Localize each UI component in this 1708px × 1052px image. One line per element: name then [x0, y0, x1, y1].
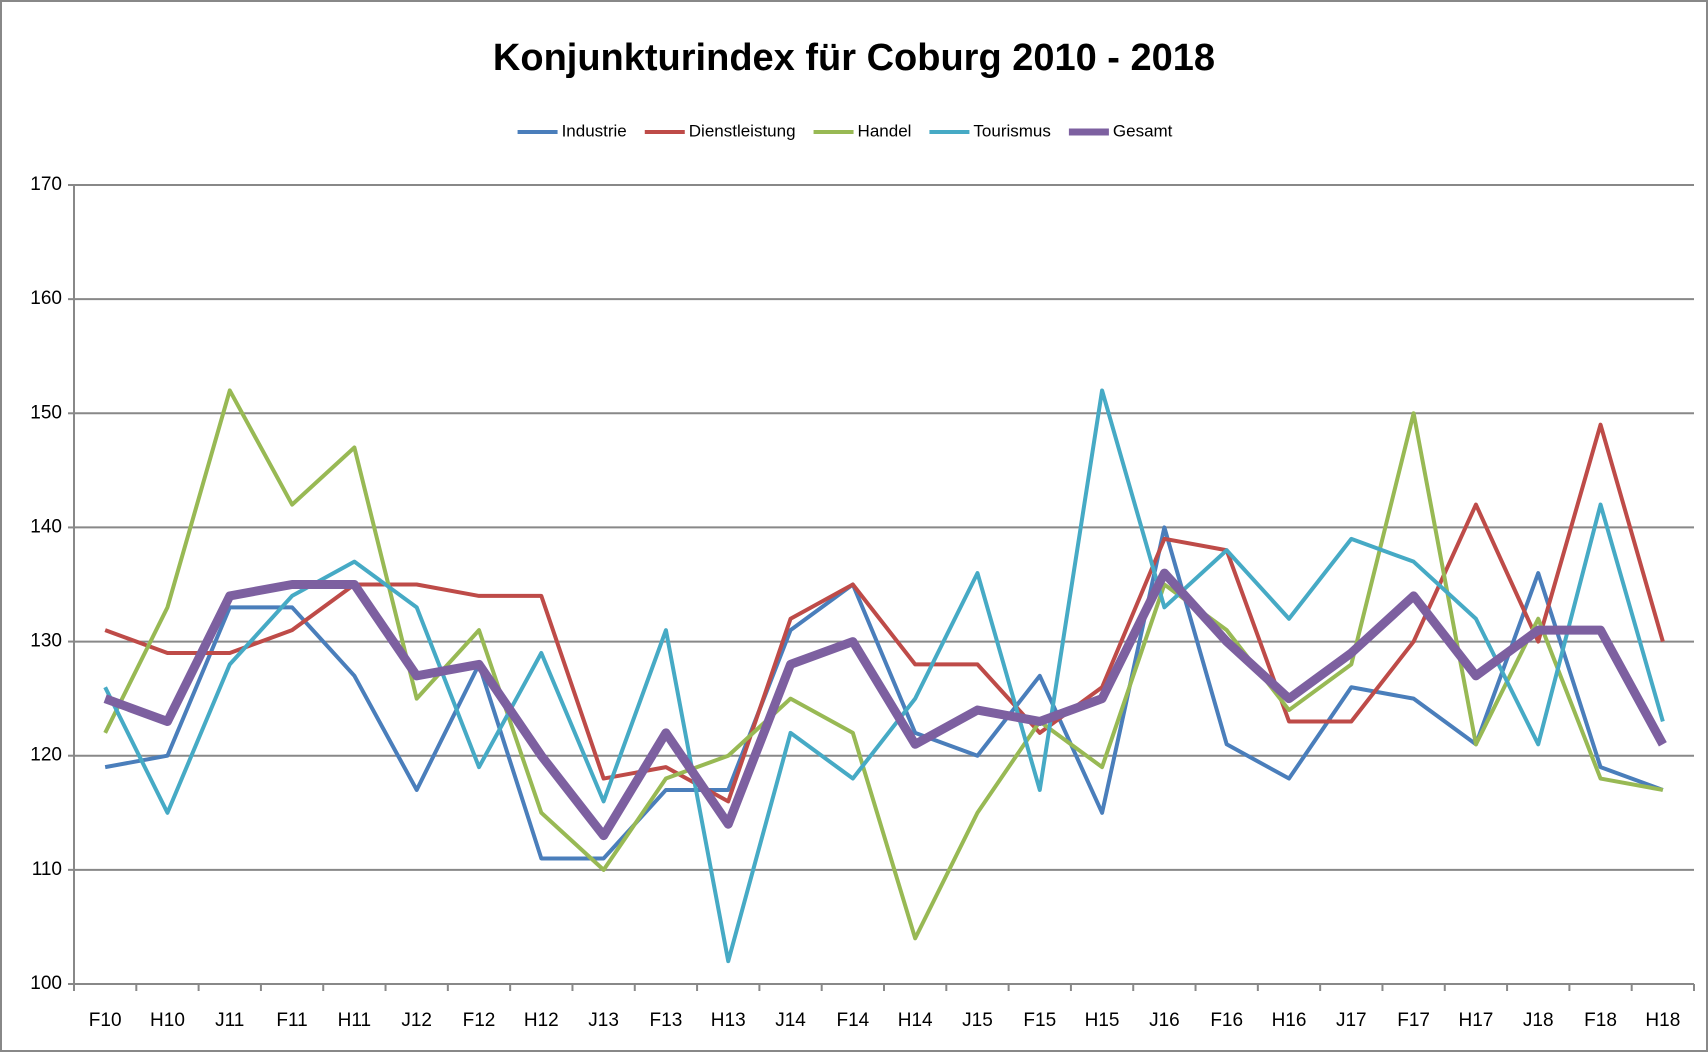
x-tick-label: F12 — [463, 1010, 496, 1031]
y-tick-label: 100 — [30, 973, 62, 994]
y-tick-label: 130 — [30, 631, 62, 652]
legend-label: Dienstleistung — [689, 121, 796, 140]
x-tick-label: F14 — [836, 1010, 869, 1031]
x-tick-label: F18 — [1584, 1010, 1617, 1031]
x-tick-label: J12 — [401, 1010, 432, 1031]
chart-title: Konjunkturindex für Coburg 2010 - 2018 — [493, 37, 1215, 79]
x-tick-label: F15 — [1023, 1010, 1056, 1031]
series-line — [103, 388, 1664, 941]
x-tick-label: H12 — [524, 1010, 559, 1031]
y-tick-label: 160 — [30, 288, 62, 309]
x-tick-label: F11 — [276, 1010, 307, 1031]
series-line — [104, 525, 1664, 861]
legend-label: Handel — [858, 121, 912, 140]
x-tick-label: H14 — [898, 1010, 933, 1031]
x-tick-label: H15 — [1085, 1010, 1120, 1031]
x-tick-label: H13 — [711, 1010, 746, 1031]
y-tick-label: 120 — [30, 745, 62, 766]
legend-label: Gesamt — [1113, 121, 1173, 140]
legend-label: Industrie — [562, 121, 627, 140]
x-tick-label: H17 — [1458, 1010, 1493, 1031]
x-tick-label: J13 — [588, 1010, 619, 1031]
series-line — [103, 568, 1667, 841]
series-line — [104, 422, 1665, 804]
x-tick-label: H10 — [150, 1010, 185, 1031]
x-tick-label: F10 — [89, 1010, 122, 1031]
y-tick-label: 140 — [30, 516, 62, 537]
x-tick-label: J18 — [1523, 1010, 1554, 1031]
y-tick-label: 150 — [30, 402, 62, 423]
x-tick-label: F13 — [650, 1010, 683, 1031]
x-tick-label: J14 — [775, 1010, 806, 1031]
x-tick-label: J11 — [215, 1010, 244, 1031]
legend-label: Tourismus — [973, 121, 1050, 140]
x-tick-label: F17 — [1397, 1010, 1430, 1031]
x-tick-label: H18 — [1645, 1010, 1680, 1031]
x-tick-label: J17 — [1336, 1010, 1367, 1031]
y-tick-label: 170 — [30, 174, 62, 195]
x-tick-label: F16 — [1210, 1010, 1243, 1031]
series-line — [103, 388, 1665, 964]
x-tick-label: J16 — [1149, 1010, 1180, 1031]
y-tick-label: 110 — [32, 859, 62, 880]
x-tick-label: J15 — [962, 1010, 993, 1031]
x-tick-label: H16 — [1272, 1010, 1307, 1031]
x-tick-label: H11 — [338, 1010, 371, 1031]
